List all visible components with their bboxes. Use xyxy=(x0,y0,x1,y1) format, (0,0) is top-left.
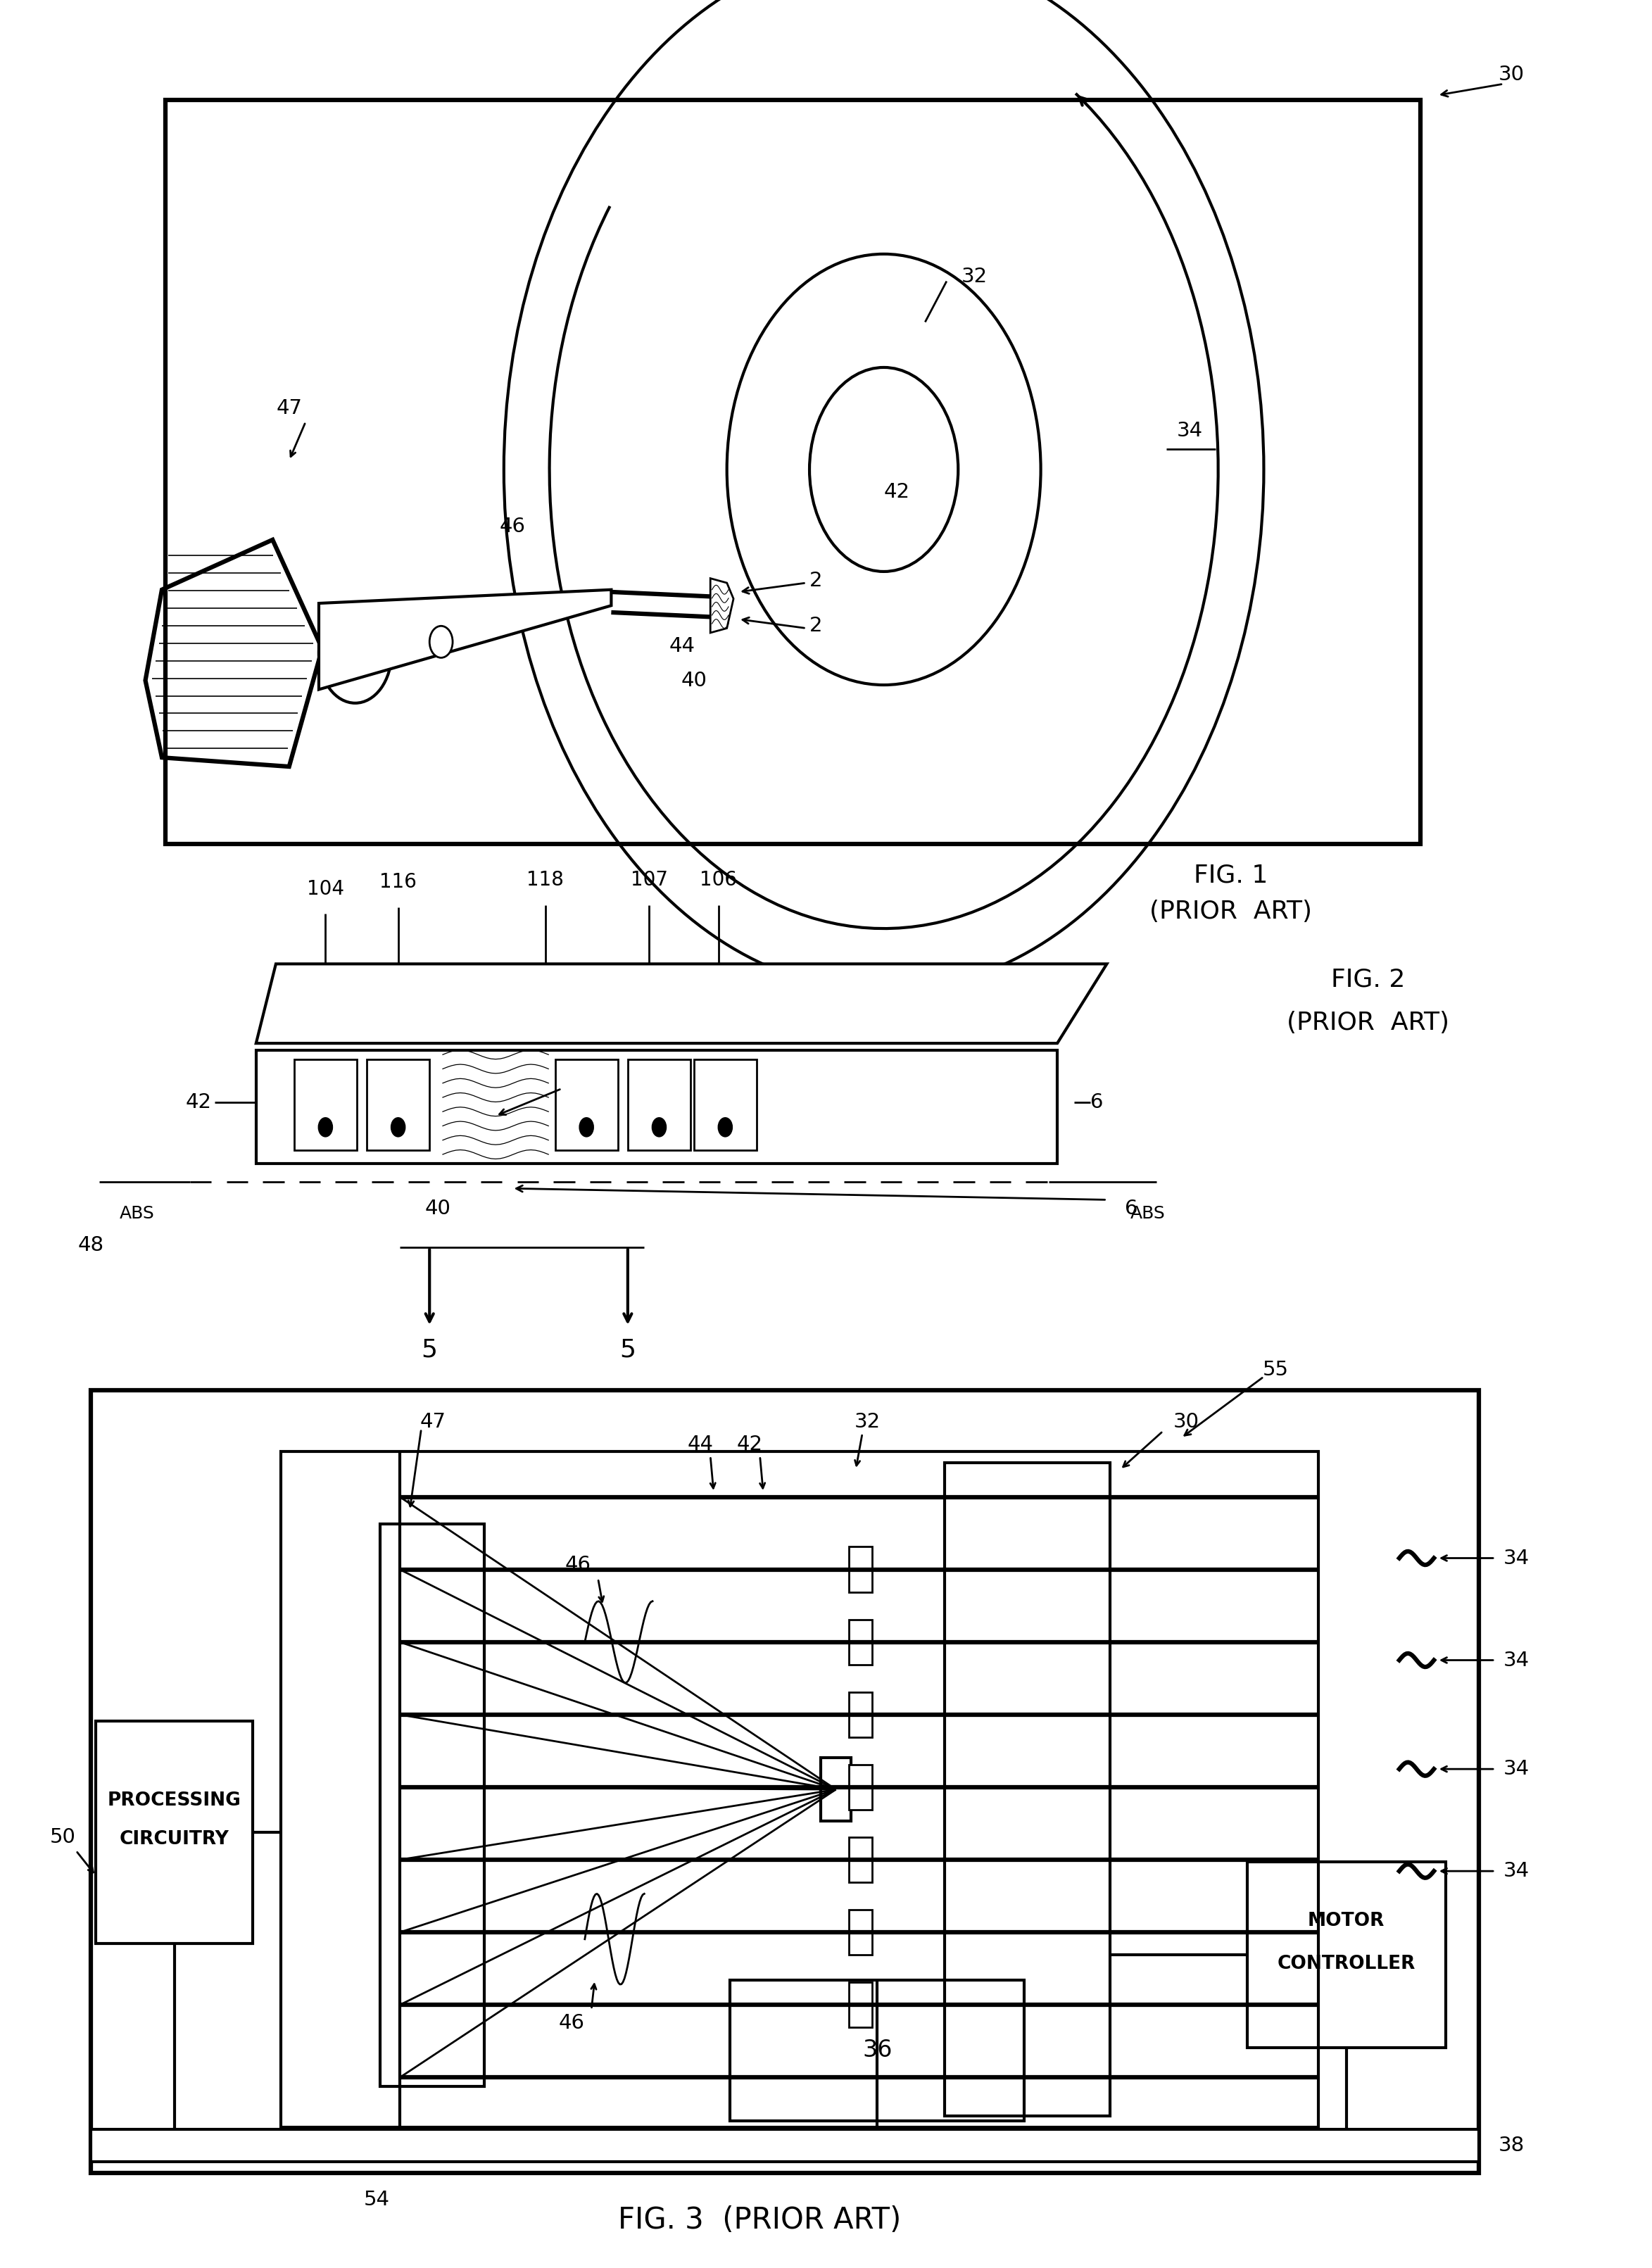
Polygon shape xyxy=(710,578,733,633)
Bar xyxy=(849,1837,872,1882)
Text: FIG. 2: FIG. 2 xyxy=(1332,968,1404,991)
Text: 47: 47 xyxy=(276,399,302,417)
Bar xyxy=(380,1524,484,2087)
Bar xyxy=(849,1765,872,1810)
Text: (PRIOR  ART): (PRIOR ART) xyxy=(1150,900,1312,923)
Text: 40: 40 xyxy=(425,1200,451,1218)
Text: 6: 6 xyxy=(1125,1200,1138,1218)
Text: 47: 47 xyxy=(420,1413,446,1431)
Text: 40: 40 xyxy=(681,671,707,689)
Text: (PRIOR  ART): (PRIOR ART) xyxy=(1287,1012,1449,1034)
Circle shape xyxy=(653,1118,666,1136)
Text: FIG. 3  (PRIOR ART): FIG. 3 (PRIOR ART) xyxy=(618,2204,902,2236)
Bar xyxy=(945,1463,1110,2116)
Text: 104: 104 xyxy=(307,880,344,898)
Circle shape xyxy=(430,626,453,658)
Text: 46: 46 xyxy=(565,1556,591,1574)
Bar xyxy=(165,100,1421,844)
Bar xyxy=(821,1758,851,1821)
Text: 42: 42 xyxy=(185,1093,211,1111)
Text: 46: 46 xyxy=(558,2014,585,2032)
Text: 32: 32 xyxy=(961,268,988,286)
Text: 34: 34 xyxy=(1503,1862,1530,1880)
Text: 5: 5 xyxy=(421,1338,438,1361)
Text: 106: 106 xyxy=(700,871,737,889)
Text: 6: 6 xyxy=(1090,1093,1104,1111)
Bar xyxy=(849,1692,872,1737)
Text: 107: 107 xyxy=(631,871,667,889)
Text: 2: 2 xyxy=(809,572,823,590)
Text: 32: 32 xyxy=(854,1413,881,1431)
Text: FIG. 1: FIG. 1 xyxy=(1194,864,1267,887)
Circle shape xyxy=(392,1118,405,1136)
Bar xyxy=(1247,1862,1446,2048)
Bar xyxy=(91,2130,1479,2161)
Bar xyxy=(849,1910,872,1955)
Circle shape xyxy=(319,1118,332,1136)
Bar xyxy=(96,1721,253,1944)
Text: 46: 46 xyxy=(499,517,525,535)
Bar xyxy=(367,1059,430,1150)
Text: 36: 36 xyxy=(862,2039,892,2062)
Text: 44: 44 xyxy=(687,1436,714,1454)
Circle shape xyxy=(580,1118,593,1136)
Text: 2: 2 xyxy=(809,617,823,635)
Bar xyxy=(294,1059,357,1150)
Text: 30: 30 xyxy=(1498,66,1525,84)
Bar xyxy=(91,1390,1479,2173)
Text: CIRCUITRY: CIRCUITRY xyxy=(119,1830,230,1848)
Text: 42: 42 xyxy=(737,1436,763,1454)
Circle shape xyxy=(719,1118,732,1136)
Bar xyxy=(281,1452,1318,2127)
Text: MOTOR: MOTOR xyxy=(1308,1912,1384,1930)
Bar xyxy=(694,1059,757,1150)
Bar xyxy=(849,1619,872,1665)
Bar xyxy=(849,1982,872,2028)
Text: CONTROLLER: CONTROLLER xyxy=(1277,1955,1416,1973)
Text: 116: 116 xyxy=(380,873,416,891)
Text: ABS: ABS xyxy=(119,1204,155,1222)
Text: 118: 118 xyxy=(527,871,563,889)
Bar xyxy=(628,1059,691,1150)
Polygon shape xyxy=(256,964,1107,1043)
Text: 34: 34 xyxy=(1503,1651,1530,1669)
Text: 55: 55 xyxy=(1262,1361,1289,1379)
Text: 42: 42 xyxy=(884,483,910,501)
Text: PROCESSING: PROCESSING xyxy=(107,1792,241,1810)
Text: 34: 34 xyxy=(1503,1549,1530,1567)
Text: 44: 44 xyxy=(669,637,695,655)
Text: 30: 30 xyxy=(1173,1413,1199,1431)
Bar xyxy=(730,1980,1024,2121)
Text: 5: 5 xyxy=(620,1338,636,1361)
Bar xyxy=(849,1547,872,1592)
Text: 38: 38 xyxy=(1498,2136,1525,2155)
Text: 48: 48 xyxy=(78,1236,104,1254)
Bar xyxy=(256,1050,1057,1163)
Text: ABS: ABS xyxy=(1130,1204,1166,1222)
Polygon shape xyxy=(319,590,611,689)
Text: 34: 34 xyxy=(1503,1760,1530,1778)
Text: 54: 54 xyxy=(363,2191,390,2209)
Bar xyxy=(555,1059,618,1150)
Text: 34: 34 xyxy=(1176,422,1203,440)
Text: 50: 50 xyxy=(50,1828,76,1846)
